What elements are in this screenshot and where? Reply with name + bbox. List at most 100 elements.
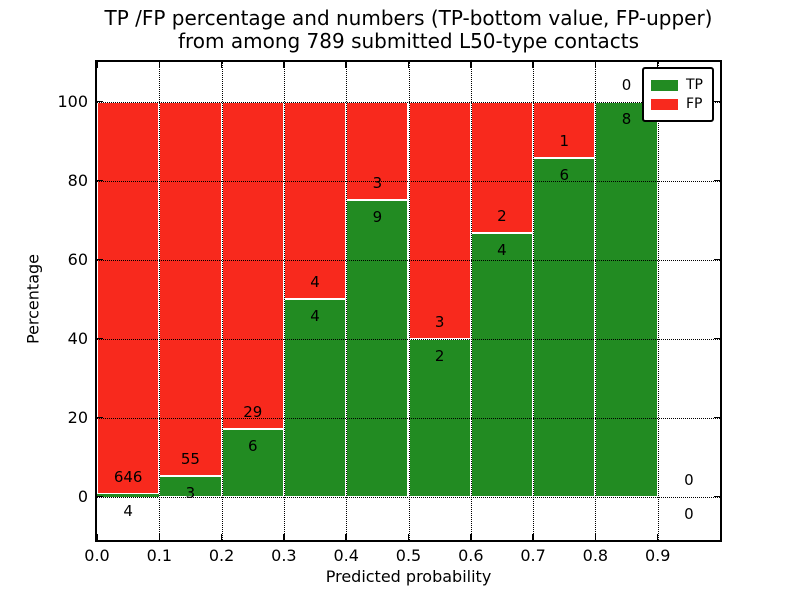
y-tick-mark xyxy=(714,416,720,419)
x-tick-label: 0.2 xyxy=(208,546,235,565)
legend-entry-fp: FP xyxy=(651,96,703,112)
tp-bar xyxy=(97,494,160,497)
x-tick-mark xyxy=(594,62,597,68)
plot-area: TP FP 646 4 55 3 29 6 4 4 3 9 3 2 2 4 1 6 0 8 0 0 xyxy=(95,60,722,542)
fp-count-label: 2 xyxy=(497,207,507,226)
fp-count-label: 3 xyxy=(372,174,383,193)
fp-bar xyxy=(470,101,534,234)
y-tick-mark xyxy=(714,100,720,103)
y-tick-label: 20 xyxy=(67,407,88,427)
x-tick-mark xyxy=(407,62,410,68)
x-tick-label: 0.0 xyxy=(84,546,110,565)
fp-count-label: 29 xyxy=(243,402,263,421)
x-tick-label: 0.3 xyxy=(271,546,297,565)
y-tick-mark xyxy=(714,337,720,340)
fp-bar xyxy=(346,101,409,201)
tp-bar xyxy=(283,299,347,497)
fp-count-label: 55 xyxy=(180,450,200,469)
x-tick-mark xyxy=(470,534,472,540)
fp-count-label: 4 xyxy=(310,273,320,292)
fp-bar xyxy=(159,101,222,477)
y-tick-mark xyxy=(97,495,103,498)
x-tick-label: 0.5 xyxy=(395,546,422,565)
fp-bar xyxy=(408,101,471,339)
v-gridline xyxy=(408,62,410,540)
legend: TP FP xyxy=(642,67,714,122)
v-gridline xyxy=(470,62,472,540)
x-tick-label: 0.4 xyxy=(333,546,359,565)
y-tick-mark xyxy=(714,258,720,261)
y-tick-mark xyxy=(714,495,720,498)
y-tick-mark xyxy=(714,179,720,182)
x-tick-mark xyxy=(283,62,285,68)
tp-count-label: 2 xyxy=(434,346,445,365)
y-tick-label: 80 xyxy=(67,170,88,190)
chart-title: TP /FP percentage and numbers (TP-bottom… xyxy=(95,7,722,53)
tp-count-label: 0 xyxy=(684,504,694,523)
y-tick-mark xyxy=(97,100,103,103)
v-gridline xyxy=(657,62,659,540)
tp-bar xyxy=(221,428,284,497)
x-tick-mark xyxy=(96,534,98,540)
x-tick-label: 0.8 xyxy=(582,546,609,565)
x-tick-mark xyxy=(532,534,534,540)
tp-count-label: 3 xyxy=(185,484,196,503)
v-gridline xyxy=(595,62,597,540)
v-gridline xyxy=(283,62,285,540)
x-tick-mark xyxy=(158,534,161,540)
y-tick-label: 60 xyxy=(67,249,88,269)
fp-count-label: 0 xyxy=(684,470,694,489)
v-gridline xyxy=(159,62,161,540)
tp-count-label: 4 xyxy=(123,502,133,521)
fp-count-label: 3 xyxy=(434,312,445,331)
x-tick-mark xyxy=(656,534,659,540)
y-tick-mark xyxy=(97,258,103,261)
y-tick-label: 0 xyxy=(77,486,88,506)
y-tick-mark xyxy=(97,179,103,182)
tp-count-label: 6 xyxy=(559,165,570,184)
x-tick-label: 0.9 xyxy=(644,546,671,565)
legend-label-fp: FP xyxy=(686,96,703,112)
x-tick-mark xyxy=(283,534,285,540)
tp-bar xyxy=(533,157,596,497)
x-axis-title: Predicted probability xyxy=(325,567,492,586)
x-tick-label: 0.1 xyxy=(146,546,173,565)
x-tick-mark xyxy=(220,62,223,68)
chart-title-line2: from among 789 submitted L50-type contac… xyxy=(177,29,640,53)
x-tick-mark xyxy=(96,62,98,68)
chart-title-line1: TP /FP percentage and numbers (TP-bottom… xyxy=(104,6,713,30)
fp-count-label: 1 xyxy=(559,131,570,150)
legend-label-tp: TP xyxy=(686,77,703,93)
v-gridline xyxy=(221,62,223,540)
tp-bar xyxy=(346,200,409,497)
x-tick-mark xyxy=(345,534,347,540)
tp-bar xyxy=(408,338,471,497)
tp-count-label: 9 xyxy=(372,208,383,227)
y-tick-label: 40 xyxy=(67,328,88,348)
tp-count-label: 8 xyxy=(621,109,632,128)
tp-bar xyxy=(470,233,534,497)
y-tick-label: 100 xyxy=(57,91,88,111)
x-tick-mark xyxy=(594,534,597,540)
x-tick-mark xyxy=(656,62,659,68)
x-tick-mark xyxy=(532,62,534,68)
tp-swatch xyxy=(651,79,678,91)
fp-bar xyxy=(97,101,160,495)
x-tick-mark xyxy=(345,62,347,68)
tp-count-label: 4 xyxy=(497,241,507,260)
fp-count-label: 0 xyxy=(621,75,632,94)
y-tick-mark xyxy=(97,337,103,340)
fp-bar xyxy=(221,101,284,429)
tp-bar xyxy=(595,101,658,497)
tp-count-label: 4 xyxy=(310,307,320,326)
x-tick-label: 0.6 xyxy=(458,546,484,565)
x-tick-mark xyxy=(220,534,223,540)
x-tick-mark xyxy=(158,62,161,68)
x-tick-label: 0.7 xyxy=(520,546,546,565)
fp-count-label: 646 xyxy=(113,468,143,487)
fp-bar xyxy=(283,101,347,300)
y-tick-mark xyxy=(97,416,103,419)
v-gridline xyxy=(533,62,535,540)
tp-count-label: 6 xyxy=(247,436,258,455)
